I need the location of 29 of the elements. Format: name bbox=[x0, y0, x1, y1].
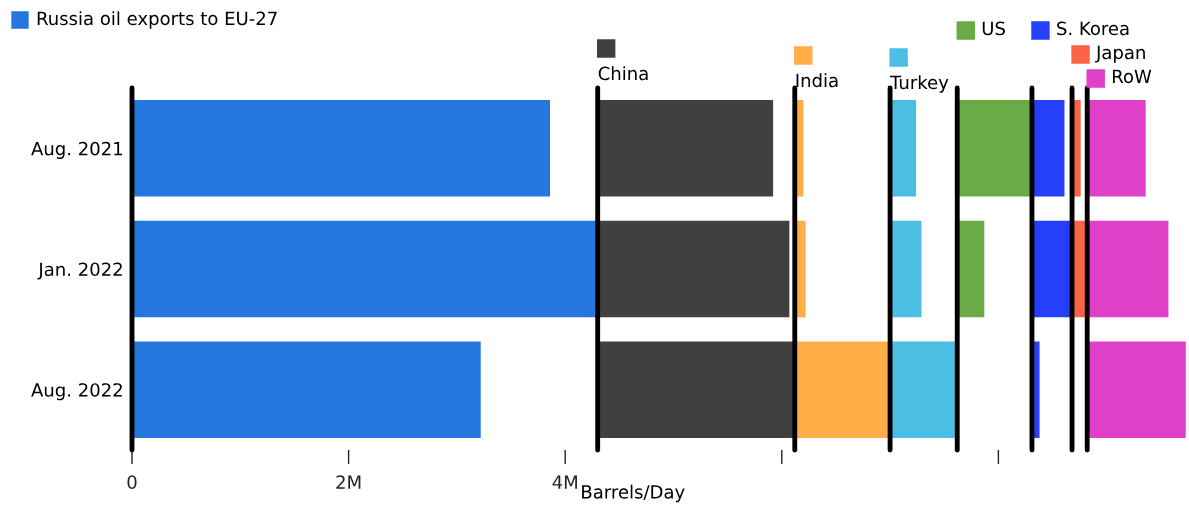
bar bbox=[1087, 220, 1169, 318]
series-label: India bbox=[796, 73, 838, 88]
bar bbox=[132, 220, 598, 318]
bar bbox=[1087, 100, 1146, 197]
legend-label: S. Korea bbox=[1057, 21, 1129, 36]
legend-label: Japan bbox=[1095, 45, 1145, 63]
bar bbox=[890, 341, 958, 438]
bar bbox=[890, 220, 922, 318]
y-tick-label: Jan. 2022 bbox=[37, 262, 122, 280]
series-label: China bbox=[598, 66, 648, 81]
x-tick-label: 0 bbox=[127, 475, 137, 489]
x-tick-label: 4M bbox=[552, 475, 577, 489]
bar bbox=[132, 341, 481, 438]
x-tick-label: 2M bbox=[336, 475, 361, 489]
bar bbox=[597, 220, 790, 318]
bar bbox=[957, 100, 1032, 197]
legend-label: Russia oil exports to EU-27 bbox=[37, 11, 277, 29]
y-tick-label: Aug. 2022 bbox=[31, 383, 122, 401]
bar bbox=[794, 341, 891, 438]
legend-label: RoW bbox=[1112, 69, 1152, 84]
bar bbox=[1087, 341, 1186, 438]
bar bbox=[1031, 100, 1065, 197]
y-tick-label: Aug. 2021 bbox=[31, 141, 122, 159]
bar bbox=[597, 100, 774, 197]
series-label: Turkey bbox=[890, 75, 949, 93]
bar bbox=[132, 100, 551, 197]
x-axis-title: Barrels/Day bbox=[582, 484, 685, 503]
legend-label: US bbox=[982, 21, 1005, 36]
bar bbox=[597, 341, 795, 438]
